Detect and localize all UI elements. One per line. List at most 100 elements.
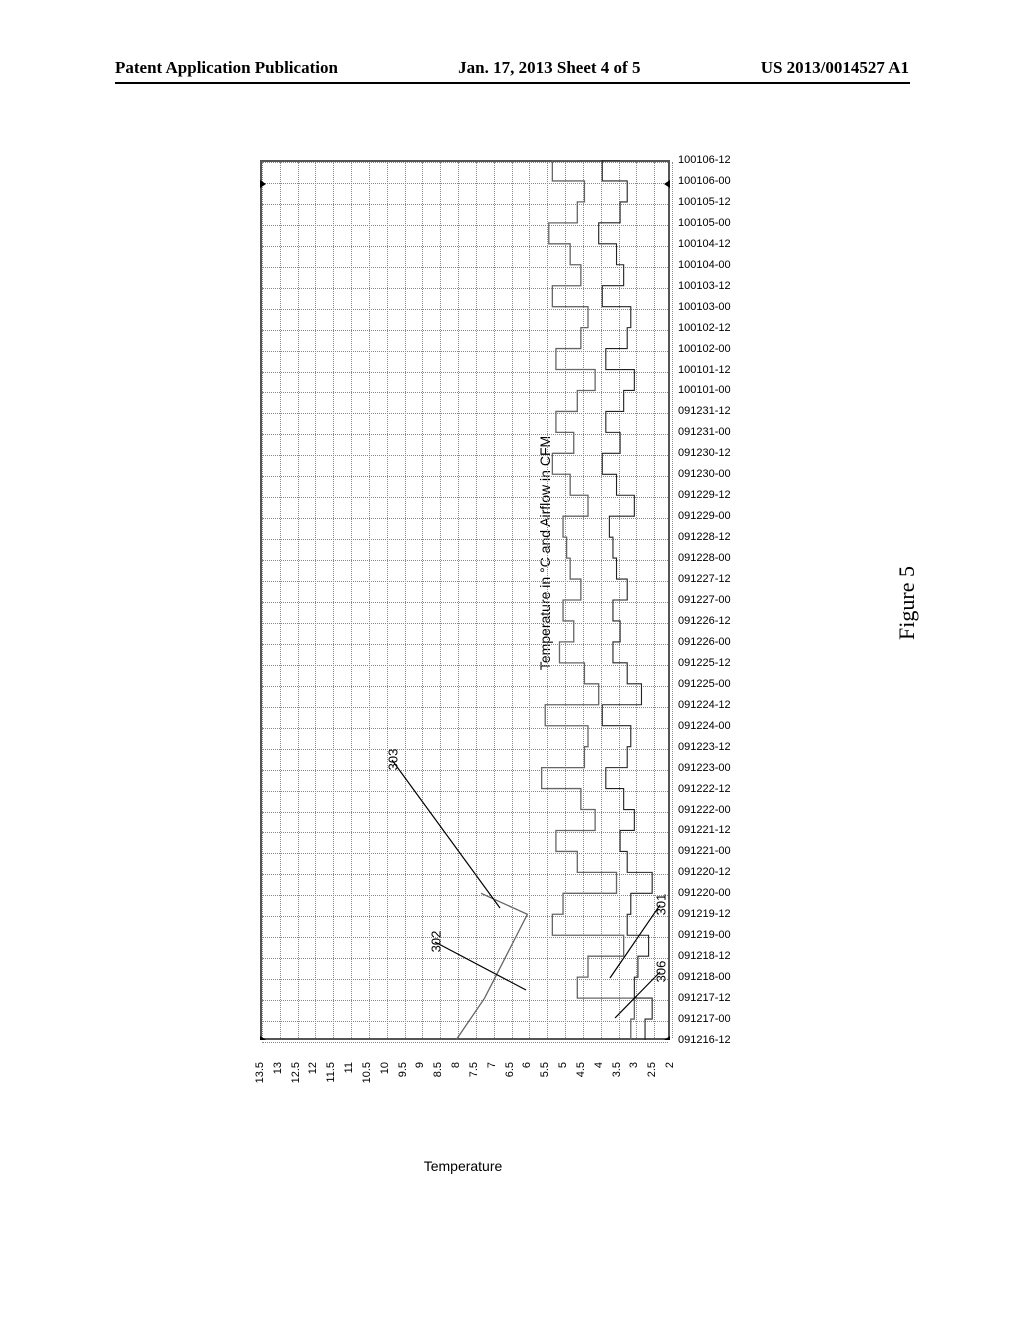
grid-line-horizontal <box>262 162 668 163</box>
grid-line-horizontal <box>262 602 668 603</box>
x-tick-label: 091225-00 <box>678 678 731 690</box>
grid-line-vertical <box>672 162 673 1038</box>
grid-line-horizontal <box>262 1000 668 1001</box>
x-tick-label: 091223-00 <box>678 762 731 774</box>
grid-line-horizontal <box>262 372 668 373</box>
grid-line-horizontal <box>262 812 668 813</box>
y-tick-label: 13.5 <box>254 1062 266 1102</box>
x-tick-label: 091220-12 <box>678 866 731 878</box>
y-tick-label: 2 <box>664 1062 676 1102</box>
y-tick-label: 4 <box>593 1062 605 1102</box>
x-tick-label: 091231-00 <box>678 426 731 438</box>
y-tick-label: 11 <box>343 1062 355 1102</box>
y-tick-label: 8.5 <box>432 1062 444 1102</box>
annotation-label-301: 301 <box>653 894 668 916</box>
grid-line-horizontal <box>262 288 668 289</box>
x-tick-label: 091230-00 <box>678 468 731 480</box>
grid-line-horizontal <box>262 1021 668 1022</box>
x-tick-label: 100103-00 <box>678 301 731 313</box>
grid-line-vertical <box>619 162 620 1038</box>
grid-line-vertical <box>405 162 406 1038</box>
grid-line-horizontal <box>262 225 668 226</box>
grid-line-horizontal <box>262 309 668 310</box>
grid-line-vertical <box>387 162 388 1038</box>
x-tick-label: 091224-12 <box>678 699 731 711</box>
grid-line-horizontal <box>262 1042 668 1043</box>
grid-line-horizontal <box>262 539 668 540</box>
x-tick-label: 091228-12 <box>678 531 731 543</box>
x-tick-label: 091216-12 <box>678 1034 731 1046</box>
grid-line-horizontal <box>262 770 668 771</box>
x-tick-label: 091229-00 <box>678 510 731 522</box>
x-tick-label: 100106-00 <box>678 175 731 187</box>
x-tick-label: 100102-12 <box>678 322 731 334</box>
grid-line-horizontal <box>262 455 668 456</box>
x-tick-label: 100106-12 <box>678 154 731 166</box>
page-header: Patent Application Publication Jan. 17, … <box>0 58 1024 78</box>
grid-line-horizontal <box>262 707 668 708</box>
grid-line-horizontal <box>262 937 668 938</box>
figure-caption: Figure 5 <box>894 566 920 640</box>
grid-line-vertical <box>280 162 281 1038</box>
x-tick-label: 091227-00 <box>678 594 731 606</box>
grid-line-horizontal <box>262 518 668 519</box>
x-tick-label: 100102-00 <box>678 343 731 355</box>
grid-line-vertical <box>333 162 334 1038</box>
grid-line-horizontal <box>262 916 668 917</box>
grid-line-horizontal <box>262 476 668 477</box>
x-tick-label: 100105-12 <box>678 196 731 208</box>
y-tick-label: 6 <box>521 1062 533 1102</box>
x-tick-label: 091220-00 <box>678 887 731 899</box>
y-tick-label: 5.5 <box>539 1062 551 1102</box>
grid-line-vertical <box>351 162 352 1038</box>
chart-title-temperature: Temperature <box>424 1158 503 1174</box>
grid-line-horizontal <box>262 791 668 792</box>
y-tick-label: 10 <box>379 1062 391 1102</box>
x-tick-label: 091225-12 <box>678 657 731 669</box>
grid-line-vertical <box>494 162 495 1038</box>
annotation-label-306: 306 <box>653 961 668 983</box>
x-tick-label: 100101-00 <box>678 384 731 396</box>
grid-line-horizontal <box>262 392 668 393</box>
grid-line-horizontal <box>262 958 668 959</box>
grid-line-vertical <box>565 162 566 1038</box>
x-tick-label: 091228-00 <box>678 552 731 564</box>
grid-line-horizontal <box>262 853 668 854</box>
grid-line-horizontal <box>262 246 668 247</box>
grid-line-horizontal <box>262 560 668 561</box>
grid-line-horizontal <box>262 623 668 624</box>
x-tick-label: 091217-00 <box>678 1013 731 1025</box>
header-right: US 2013/0014527 A1 <box>761 58 909 78</box>
y-tick-label: 7 <box>486 1062 498 1102</box>
grid-line-vertical <box>476 162 477 1038</box>
grid-line-horizontal <box>262 581 668 582</box>
y-tick-label: 3 <box>628 1062 640 1102</box>
x-tick-label: 091219-12 <box>678 908 731 920</box>
x-tick-label: 091218-12 <box>678 950 731 962</box>
header-center: Jan. 17, 2013 Sheet 4 of 5 <box>458 58 640 78</box>
grid-line-vertical <box>458 162 459 1038</box>
y-tick-label: 12.5 <box>290 1062 302 1102</box>
grid-line-horizontal <box>262 351 668 352</box>
grid-line-horizontal <box>262 204 668 205</box>
grid-line-vertical <box>547 162 548 1038</box>
annotation-label-302: 302 <box>428 931 443 953</box>
grid-line-vertical <box>315 162 316 1038</box>
grid-line-horizontal <box>262 267 668 268</box>
y-tick-label: 6.5 <box>504 1062 516 1102</box>
grid-line-horizontal <box>262 728 668 729</box>
grid-line-horizontal <box>262 665 668 666</box>
grid-line-vertical <box>512 162 513 1038</box>
grid-line-horizontal <box>262 686 668 687</box>
y-tick-label: 13 <box>272 1062 284 1102</box>
grid-line-vertical <box>440 162 441 1038</box>
chart-container: Temperature in °C and Airflow in CFM 13.… <box>230 160 840 1120</box>
grid-line-vertical <box>636 162 637 1038</box>
x-tick-label: 091231-12 <box>678 405 731 417</box>
y-tick-label: 3.5 <box>611 1062 623 1102</box>
y-tick-label: 7.5 <box>468 1062 480 1102</box>
y-tick-label: 5 <box>557 1062 569 1102</box>
y-tick-label: 10.5 <box>361 1062 373 1102</box>
y-tick-label: 12 <box>307 1062 319 1102</box>
x-tick-label: 100104-12 <box>678 238 731 250</box>
